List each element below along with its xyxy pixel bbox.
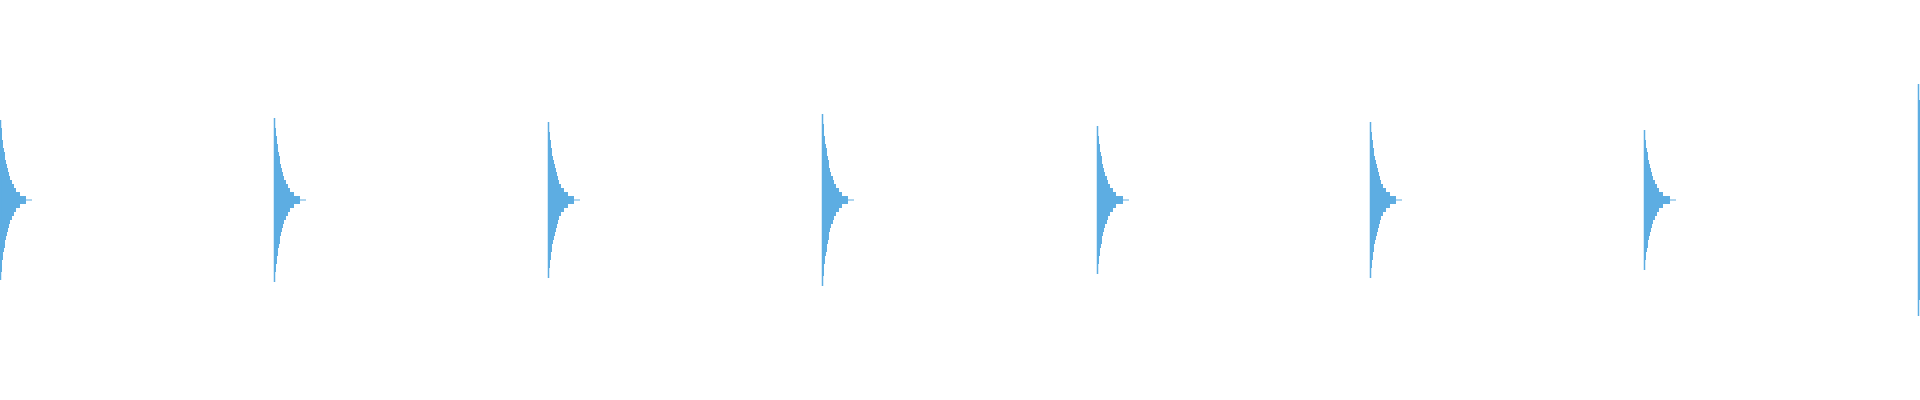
transient-5	[1096, 126, 1129, 274]
transient-6	[1369, 122, 1402, 278]
transient-3	[547, 122, 580, 278]
transient-4	[821, 114, 854, 286]
transient-1	[0, 120, 32, 280]
transient-envelope	[1370, 125, 1402, 275]
waveform-transients	[0, 84, 1920, 316]
transient-envelope	[822, 118, 854, 282]
transient-envelope	[0, 124, 32, 276]
transient-envelope	[1644, 133, 1676, 267]
transient-2	[273, 118, 306, 282]
transient-envelope	[1097, 129, 1129, 271]
transient-envelope	[548, 125, 580, 275]
transient-7	[1643, 130, 1676, 270]
transient-envelope	[274, 122, 306, 278]
